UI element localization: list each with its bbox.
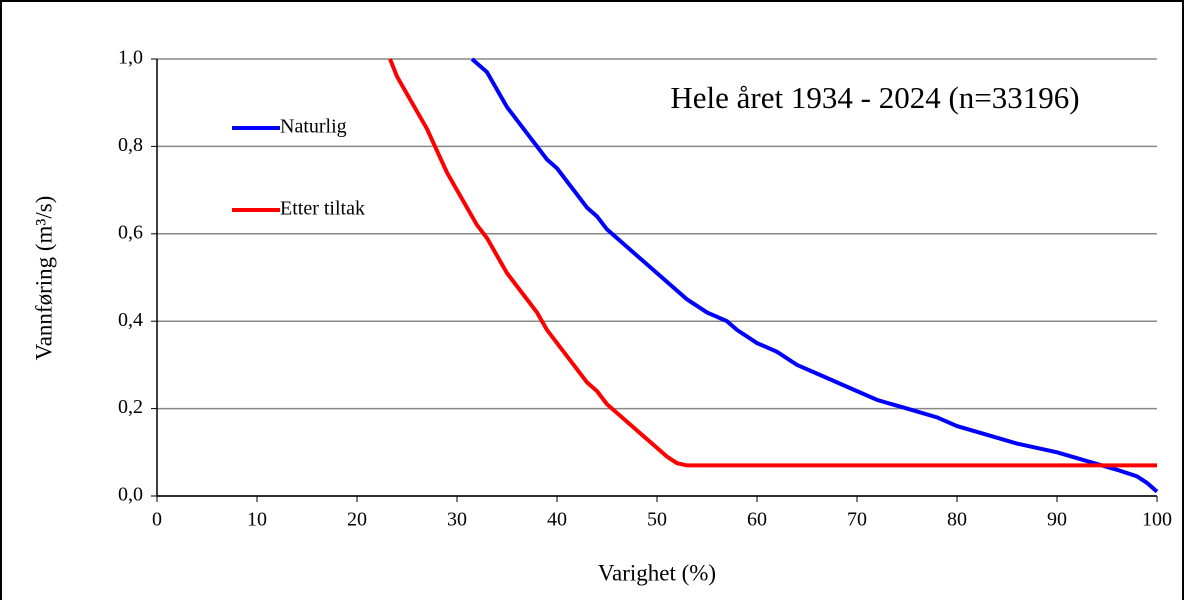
y-axis-label: Vannføring (m³/s) xyxy=(31,196,56,361)
x-tick-label: 60 xyxy=(747,509,767,531)
y-tick-label: 0,6 xyxy=(118,221,143,243)
data-line xyxy=(470,57,1159,494)
chart-title: Hele året 1934 - 2024 (n=33196) xyxy=(670,80,1079,115)
x-tick-label: 80 xyxy=(947,509,967,531)
x-tick-label: 70 xyxy=(847,509,867,531)
y-tick-label: 0,0 xyxy=(118,484,143,506)
x-axis-label: Varighet (%) xyxy=(598,560,716,585)
y-tick-label: 0,2 xyxy=(118,396,143,418)
legend-label: Etter tiltak xyxy=(280,198,365,220)
y-tick-label: 0,8 xyxy=(118,134,143,156)
y-tick-label: 0,4 xyxy=(118,309,143,331)
legend-label: Naturlig xyxy=(280,116,347,138)
x-tick-label: 50 xyxy=(647,509,667,531)
x-tick-label: 20 xyxy=(347,509,367,531)
data-line xyxy=(388,58,1157,468)
x-tick-label: 10 xyxy=(247,509,267,531)
x-tick-label: 90 xyxy=(1047,509,1067,531)
x-tick-label: 0 xyxy=(152,509,162,531)
x-tick-label: 40 xyxy=(547,509,567,531)
y-tick-label: 1,0 xyxy=(118,47,143,69)
x-tick-label: 100 xyxy=(1142,509,1172,531)
x-tick-label: 30 xyxy=(447,509,467,531)
